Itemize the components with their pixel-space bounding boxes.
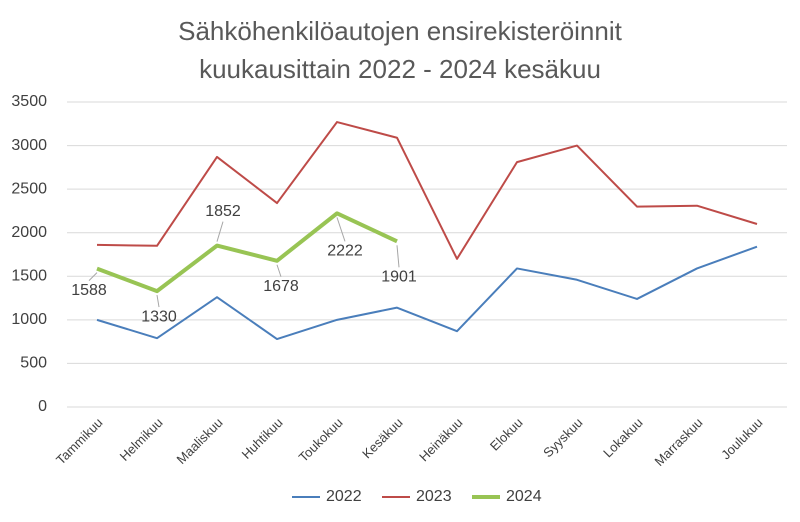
y-tick-label: 3000 — [11, 137, 47, 154]
y-tick-label: 2500 — [11, 180, 47, 197]
leader-line — [216, 221, 224, 242]
leader-line — [276, 264, 282, 277]
series-line — [96, 245, 758, 341]
x-tick-label: Marraskuu — [652, 415, 706, 469]
data-label: 1588 — [71, 282, 107, 299]
x-tick-label: Tammikuu — [53, 415, 106, 468]
y-tick-label: 2000 — [11, 224, 47, 241]
x-tick-label: Heinäkuu — [416, 415, 465, 464]
series-line — [96, 121, 758, 260]
x-tick-label: Helmikuu — [117, 415, 166, 464]
x-tick-label: Lokakuu — [600, 415, 645, 460]
x-tick-label: Joulukuu — [718, 415, 765, 462]
data-label: 1330 — [141, 308, 177, 325]
data-label: 1852 — [205, 203, 241, 220]
data-label: 1901 — [381, 269, 417, 286]
data-label: 2222 — [327, 243, 363, 260]
x-tick-label: Toukokuu — [296, 415, 346, 465]
x-tick-label: Kesäkuu — [359, 415, 405, 461]
x-tick-label: Maaliskuu — [174, 415, 226, 467]
y-tick-label: 500 — [20, 355, 47, 372]
leader-line — [156, 295, 160, 308]
x-tick-label: Syyskuu — [540, 415, 585, 460]
x-tick-label: Huhtikuu — [239, 415, 286, 462]
leader-line — [88, 272, 98, 281]
leader-line — [396, 245, 400, 268]
y-tick-label: 3500 — [11, 93, 47, 110]
legend-label: 2023 — [416, 488, 452, 505]
legend-label: 2024 — [506, 488, 542, 505]
y-tick-label: 0 — [38, 398, 47, 415]
x-tick-label: Elokuu — [487, 415, 526, 454]
chart-title: Sähköhenkilöautojen ensirekisteröinnit k… — [178, 16, 622, 84]
leader-line — [336, 217, 346, 242]
y-tick-label: 1500 — [11, 268, 47, 285]
y-tick-label: 1000 — [11, 311, 47, 328]
series-line — [96, 211, 398, 294]
legend-label: 2022 — [326, 488, 362, 505]
data-label: 1678 — [263, 278, 299, 295]
